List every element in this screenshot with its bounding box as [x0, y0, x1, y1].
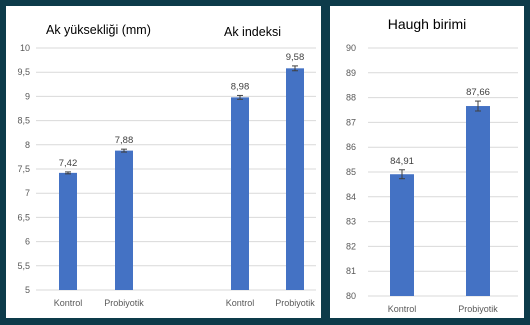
- left-bars: 7,42 Kontrol 7,88 Probiyotik 8,98 Kontrol 9,58…: [54, 52, 316, 308]
- y-tick-label-left: 6,5: [17, 212, 30, 222]
- right-chart-panel: Haugh birimi 80 81 82 83 84 85 86 87 88 89 90 84,9…: [330, 6, 524, 318]
- y-tick-label-right: 90: [346, 43, 356, 53]
- y-tick-label-right: 85: [346, 167, 356, 177]
- ak-yuksekligi-title: Ak yüksekliği (mm): [46, 23, 151, 37]
- y-tick-label-right: 83: [346, 217, 356, 227]
- bar: [115, 150, 133, 290]
- y-tick-label-right: 88: [346, 93, 356, 103]
- data-label: 87,66: [466, 87, 490, 98]
- y-tick-label-right: 87: [346, 117, 356, 127]
- right-chart-svg: Haugh birimi 80 81 82 83 84 85 86 87 88 89 90 84,9…: [346, 16, 518, 314]
- left-gridlines: [36, 47, 316, 291]
- y-tick-label-left: 5: [25, 285, 30, 295]
- ak-indeksi-title: Ak indeksi: [224, 25, 281, 39]
- data-label: 7,42: [59, 158, 78, 169]
- y-tick-label-left: 8,5: [17, 116, 30, 126]
- y-tick-label-right: 81: [346, 266, 356, 276]
- left-chart-svg: Ak yüksekliği (mm) Ak indeksi 5 5,5 6 6,5 7 7…: [17, 23, 316, 308]
- bar: [390, 174, 414, 296]
- y-tick-label-right: 86: [346, 142, 356, 152]
- category-label: Kontrol: [388, 304, 417, 314]
- data-label: 8,98: [231, 81, 250, 92]
- y-tick-label-right: 89: [346, 68, 356, 78]
- y-tick-label-left: 9: [25, 91, 30, 101]
- y-tick-label-left: 7,5: [17, 164, 30, 174]
- data-label: 84,91: [390, 156, 414, 167]
- y-tick-label-right: 84: [346, 192, 356, 202]
- right-y-axis-ticks: 80 81 82 83 84 85 86 87 88 89 90: [346, 43, 356, 301]
- category-label: Kontrol: [226, 298, 255, 308]
- category-label: Probiyotik: [275, 298, 315, 308]
- bar: [231, 97, 249, 290]
- y-tick-label-left: 5,5: [17, 261, 30, 271]
- category-label: Kontrol: [54, 298, 83, 308]
- haugh-birimi-title: Haugh birimi: [388, 16, 467, 32]
- data-label: 7,88: [115, 135, 134, 146]
- category-label: Probiyotik: [458, 304, 498, 314]
- left-chart-panel: Ak yüksekliği (mm) Ak indeksi 5 5,5 6 6,5 7 7…: [6, 6, 321, 318]
- bar: [286, 68, 304, 290]
- y-tick-label-left: 9,5: [17, 67, 30, 77]
- y-tick-label-left: 10: [20, 43, 30, 53]
- left-y-axis-ticks: 5 5,5 6 6,5 7 7,5 8 8,5 9 9,5 10: [17, 43, 30, 295]
- y-tick-label-left: 6: [25, 237, 30, 247]
- data-label: 9,58: [286, 52, 305, 63]
- y-tick-label-right: 82: [346, 241, 356, 251]
- y-tick-label-left: 8: [25, 140, 30, 150]
- bar: [466, 106, 490, 296]
- y-tick-label-left: 7: [25, 188, 30, 198]
- right-bars: 84,91 Kontrol 87,66 Probiyotik: [388, 87, 499, 314]
- y-tick-label-right: 80: [346, 291, 356, 301]
- bar: [59, 172, 77, 290]
- category-label: Probiyotik: [104, 298, 144, 308]
